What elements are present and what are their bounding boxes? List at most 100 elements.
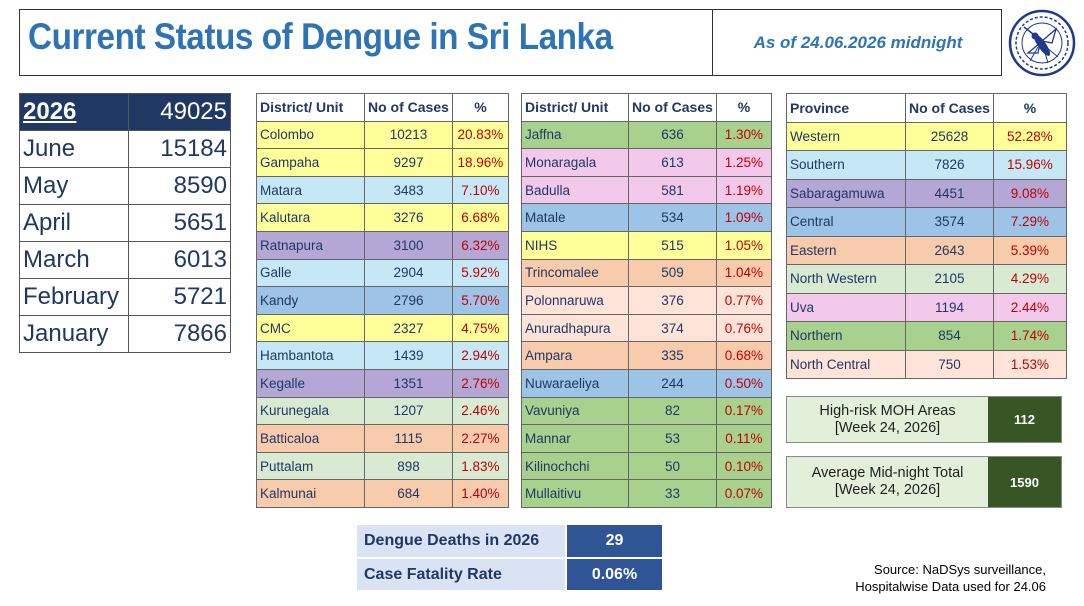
cfr-value: 0.06% xyxy=(565,558,662,592)
case-percent: 7.10% xyxy=(451,175,509,205)
month-row: March 6013 xyxy=(19,241,232,279)
unit-name: Monaragala xyxy=(521,148,629,177)
title-banner: Current Status of Dengue in Sri Lanka As… xyxy=(19,9,1002,76)
month-row: May 8590 xyxy=(19,167,232,205)
case-count: 854 xyxy=(905,321,994,351)
case-percent: 2.76% xyxy=(451,368,509,398)
unit-name: Anuradhapura xyxy=(521,313,629,343)
district-row: Gampaha 9297 18.96% xyxy=(256,148,509,177)
unit-name: Trincomalee xyxy=(521,258,629,288)
deaths-table: Dengue Deaths in 2026 29 Case Fatality R… xyxy=(357,525,662,592)
case-count: 534 xyxy=(628,203,717,232)
case-percent: 7.29% xyxy=(992,207,1067,237)
case-percent: 4.75% xyxy=(451,313,509,343)
case-count: 1207 xyxy=(364,396,453,426)
unit-name: Batticaloa xyxy=(256,424,365,453)
district-row: Ampara 335 0.68% xyxy=(521,341,772,370)
district-row: Monaragala 613 1.25% xyxy=(521,148,772,177)
midnight-total-label: Average Mid-night Total [Week 24, 2026] xyxy=(787,457,988,507)
province-row: Southern 7826 15.96% xyxy=(786,150,1067,180)
unit-name: Galle xyxy=(256,258,365,288)
month-name: March xyxy=(19,241,129,279)
district-row: Kalutara 3276 6.68% xyxy=(256,203,509,232)
case-percent: 2.27% xyxy=(451,424,509,453)
district-row: Kandy 2796 5.70% xyxy=(256,286,509,315)
province-row: North Central 750 1.53% xyxy=(786,349,1067,379)
month-cases: 5721 xyxy=(127,278,232,316)
case-count: 2327 xyxy=(364,313,453,343)
unit-name: Sabaragamuwa xyxy=(786,178,906,208)
unit-name: Ratnapura xyxy=(256,230,365,260)
col-header-cases: No of Cases xyxy=(364,93,453,122)
as-of-date: As of 24.06.2026 midnight xyxy=(753,32,963,52)
case-count: 50 xyxy=(628,451,717,481)
midnight-total-week: [Week 24, 2026] xyxy=(834,482,941,498)
month-name: April xyxy=(19,204,129,242)
unit-name: Hambantota xyxy=(256,341,365,370)
case-percent: 52.28% xyxy=(992,121,1067,151)
case-percent: 0.77% xyxy=(715,286,772,315)
cfr-row: Case Fatality Rate 0.06% xyxy=(357,558,662,592)
midnight-total-title: Average Mid-night Total xyxy=(811,465,964,482)
mosquito-emblem-icon xyxy=(1008,9,1076,77)
case-percent: 20.83% xyxy=(451,120,509,150)
province-row: Northern 854 1.74% xyxy=(786,321,1067,351)
case-count: 335 xyxy=(628,341,717,370)
district-row: Kalmunai 684 1.40% xyxy=(256,479,509,508)
case-percent: 0.50% xyxy=(715,368,772,398)
month-cases: 15184 xyxy=(127,130,232,168)
unit-name: Mullaitivu xyxy=(521,479,629,508)
district-row: Nuwaraeliya 244 0.50% xyxy=(521,368,772,398)
month-name: May xyxy=(19,167,129,205)
district-row: Vavuniya 82 0.17% xyxy=(521,396,772,426)
case-percent: 18.96% xyxy=(451,148,509,177)
unit-name: Jaffna xyxy=(521,120,629,150)
case-percent: 1.04% xyxy=(715,258,772,288)
page-title: Current Status of Dengue in Sri Lanka xyxy=(28,16,613,57)
monthly-cases-table: 2026 49025 June 15184 May 8590 April 5651 Marc… xyxy=(19,93,232,353)
unit-name: Uva xyxy=(786,292,906,322)
case-percent: 6.68% xyxy=(451,203,509,232)
district-row: Batticaloa 1115 2.27% xyxy=(256,424,509,453)
col-header-unit: District/ Unit xyxy=(256,93,365,122)
month-name: June xyxy=(19,130,129,168)
deaths-value: 29 xyxy=(565,525,662,559)
province-row: Uva 1194 2.44% xyxy=(786,292,1067,322)
case-percent: 6.32% xyxy=(451,230,509,260)
case-count: 2904 xyxy=(364,258,453,288)
high-risk-week: [Week 24, 2026] xyxy=(834,419,941,436)
high-risk-label: High-risk MOH Areas [Week 24, 2026] xyxy=(787,397,988,442)
case-percent: 0.10% xyxy=(715,451,772,481)
source-line-2: Hospitalwise Data used for 24.06 xyxy=(855,578,1046,594)
month-name: January xyxy=(19,315,129,353)
year-total-row: 2026 49025 xyxy=(19,93,232,131)
case-percent: 0.76% xyxy=(715,313,772,343)
source-note: Source: NaDSys surveillance, Hospitalwis… xyxy=(836,562,1046,596)
district-row: Polonnaruwa 376 0.77% xyxy=(521,286,772,315)
unit-name: Kandy xyxy=(256,286,365,315)
case-count: 2643 xyxy=(905,235,994,265)
unit-name: Kalutara xyxy=(256,203,365,232)
case-percent: 1.40% xyxy=(451,479,509,508)
unit-name: Matale xyxy=(521,203,629,232)
district-row: Mannar 53 0.11% xyxy=(521,424,772,453)
province-row: Sabaragamuwa 4451 9.08% xyxy=(786,178,1067,208)
province-row: Eastern 2643 5.39% xyxy=(786,235,1067,265)
case-count: 898 xyxy=(364,451,453,481)
unit-name: Western xyxy=(786,121,906,151)
case-percent: 4.29% xyxy=(992,264,1067,294)
unit-name: Vavuniya xyxy=(521,396,629,426)
district-row: CMC 2327 4.75% xyxy=(256,313,509,343)
district-row: Kilinochchi 50 0.10% xyxy=(521,451,772,481)
case-percent: 1.53% xyxy=(992,349,1067,379)
col-header-cases: No of Cases xyxy=(628,93,717,122)
month-cases: 8590 xyxy=(127,167,232,205)
district-row: Hambantota 1439 2.94% xyxy=(256,341,509,370)
high-risk-title: High-risk MOH Areas xyxy=(819,402,956,419)
case-count: 3276 xyxy=(364,203,453,232)
unit-name: Kilinochchi xyxy=(521,451,629,481)
case-count: 4451 xyxy=(905,178,994,208)
case-count: 613 xyxy=(628,148,717,177)
district-row: Puttalam 898 1.83% xyxy=(256,451,509,481)
case-count: 9297 xyxy=(364,148,453,177)
